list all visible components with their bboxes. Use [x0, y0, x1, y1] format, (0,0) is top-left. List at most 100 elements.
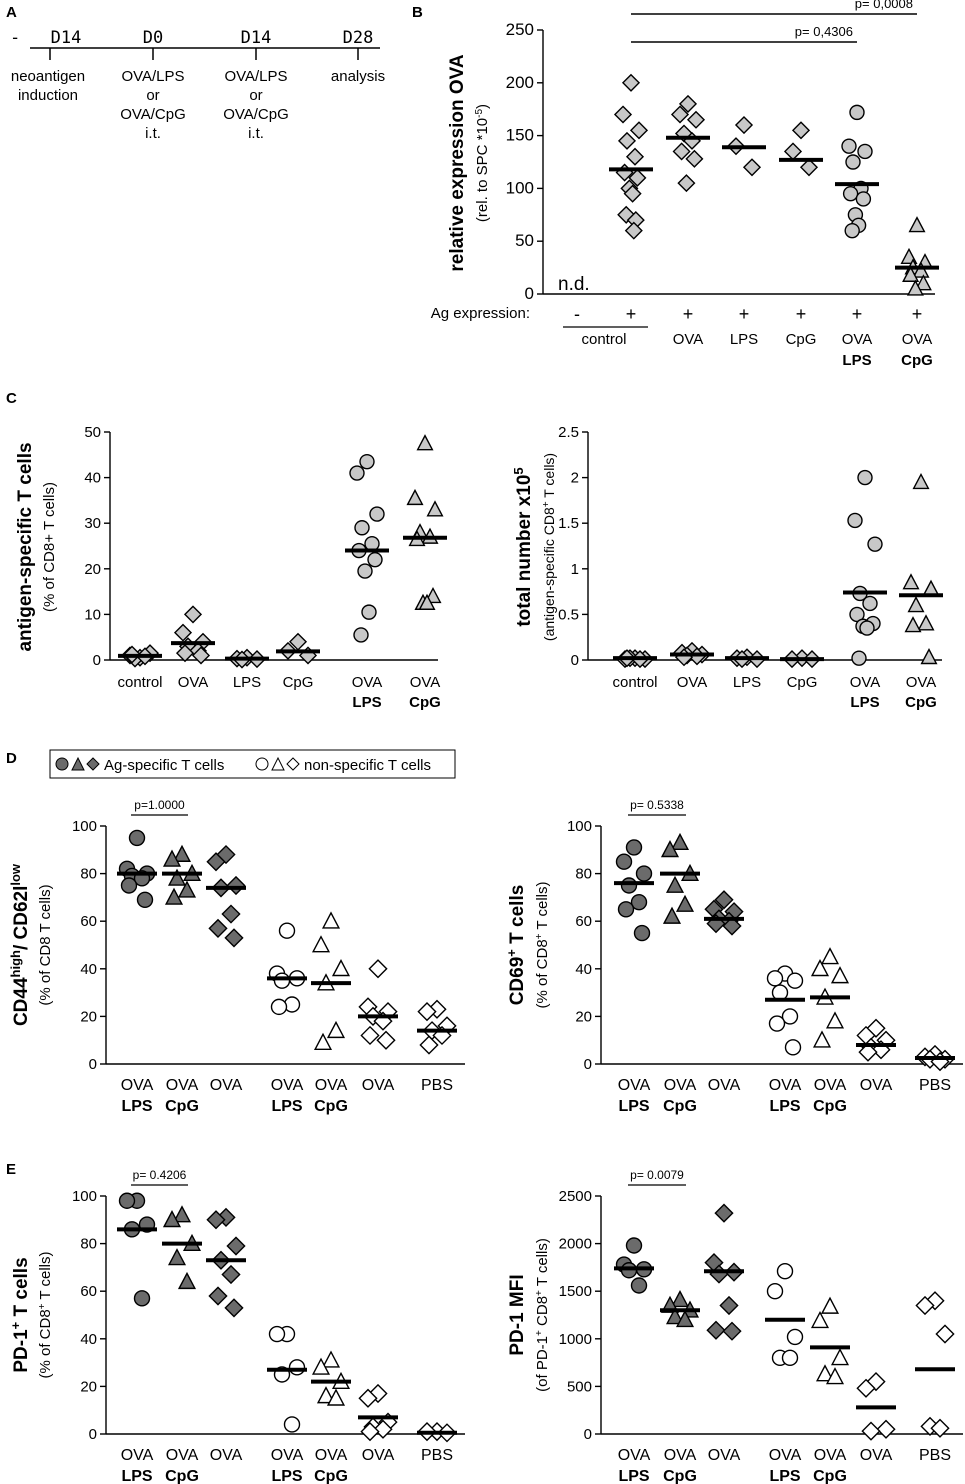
y-tick-label: 40: [84, 470, 101, 487]
ag-sign: +: [739, 304, 750, 324]
data-point: [177, 1271, 197, 1290]
x-label: OVA: [121, 1077, 154, 1094]
data-point: [768, 1015, 786, 1032]
data-point: [321, 911, 341, 929]
data-point: [722, 1321, 742, 1341]
group-3: [780, 649, 824, 669]
y-axis-title: PD-1+ T cells: [8, 1257, 33, 1372]
y-tick-label: 60: [575, 913, 592, 930]
y-tick-label: 150: [506, 126, 534, 145]
y-axis-subtitle-part-1: +: [534, 933, 545, 939]
data-point: [714, 890, 734, 910]
y-axis-title-part-1: +: [8, 1321, 23, 1329]
y-axis-title: PD-1 MFI: [507, 1274, 528, 1355]
y-tick-label: 1: [571, 561, 579, 578]
group-0: [614, 1237, 654, 1294]
y-axis-subtitle-part-0: (% of CD8: [534, 939, 551, 1008]
pvalue-label: p=1.0000: [134, 798, 185, 812]
group-5: [403, 434, 447, 610]
data-point: [776, 1263, 794, 1280]
y-tick-label: 40: [575, 961, 592, 978]
data-point: [630, 893, 648, 911]
data-point: [866, 1372, 886, 1392]
data-point: [283, 1416, 301, 1433]
y-tick-label: 0.5: [558, 606, 579, 623]
y-tick-label: 1000: [559, 1331, 592, 1348]
legend-open-diamond: [286, 757, 300, 771]
data-point: [677, 174, 696, 193]
data-point: [678, 94, 698, 113]
timeline-label-2-line-2: or: [146, 87, 159, 104]
data-point: [164, 887, 184, 905]
data-point: [368, 959, 388, 979]
data-point: [858, 1042, 878, 1062]
y-axis-title-part-1: +: [504, 949, 519, 957]
data-point: [406, 488, 424, 506]
y-axis-subtitle-part-2: CD8: [534, 1296, 551, 1330]
data-point: [617, 131, 637, 150]
x-label: OVA: [210, 1077, 243, 1094]
data-point: [418, 593, 436, 610]
group-0: [117, 1192, 157, 1307]
data-point: [914, 274, 932, 291]
data-point: [118, 1192, 136, 1209]
y-tick-label: 60: [80, 913, 97, 930]
data-point: [845, 154, 861, 170]
pvalue-label: p= 0.5338: [630, 798, 684, 812]
x-label: OVA: [121, 1447, 154, 1464]
x-label: OVA: [362, 1447, 395, 1464]
data-point: [226, 1236, 246, 1256]
y-tick-label: 100: [72, 1188, 97, 1205]
data-point: [633, 924, 651, 942]
panel-letter-e: E: [6, 1161, 16, 1178]
data-point: [635, 865, 653, 882]
data-point: [830, 1348, 850, 1366]
data-point: [133, 1290, 151, 1307]
data-point: [349, 465, 365, 481]
y-tick-label: 2: [571, 470, 579, 487]
y-tick-label: 100: [72, 818, 97, 835]
data-point: [825, 1367, 845, 1385]
panel-letter-a: A: [6, 4, 17, 21]
x-label: OVA: [850, 674, 881, 691]
data-point: [866, 1018, 886, 1038]
x-label: control: [612, 674, 657, 691]
group-4: [810, 1296, 850, 1385]
data-point: [841, 138, 857, 154]
nd-label: n.d.: [558, 274, 590, 295]
data-point: [908, 216, 926, 233]
x-label: OVA: [769, 1447, 802, 1464]
group-2: [725, 648, 769, 669]
x-label-bold: LPS: [121, 1468, 152, 1484]
data-point: [766, 1282, 784, 1300]
y-axis-subtitle-part-1: +: [37, 1303, 48, 1309]
timeline-point-4: D28: [343, 28, 374, 48]
ag-sign: +: [796, 304, 807, 324]
y-axis-subtitle-part-2: ): [474, 104, 491, 109]
x-label: OVA: [673, 331, 704, 348]
panel-letter-c: C: [6, 390, 17, 407]
x-label-bold: CpG: [813, 1468, 847, 1484]
data-point: [876, 1419, 896, 1439]
y-tick-label: 100: [567, 818, 592, 835]
x-label: OVA: [814, 1077, 847, 1094]
x-label: CpG: [786, 331, 817, 348]
data-point: [628, 168, 647, 187]
data-point: [670, 105, 690, 124]
data-point: [675, 894, 695, 912]
data-point: [162, 1210, 182, 1228]
data-point: [662, 906, 682, 924]
data-point: [206, 852, 226, 872]
x-label: LPS: [233, 674, 261, 691]
data-point: [912, 472, 930, 490]
x-label: OVA: [166, 1077, 199, 1094]
y-axis-subtitle: (% of CD8 T cells): [37, 884, 54, 1005]
data-point: [920, 648, 938, 665]
data-point: [358, 1388, 378, 1408]
y-axis-subtitle: (rel. to SPC *10-5): [474, 104, 492, 222]
y-tick-label: 500: [567, 1378, 592, 1395]
x-label-bold: CpG: [314, 1098, 348, 1115]
data-point: [177, 880, 197, 898]
group-5: [835, 104, 879, 239]
y-axis-subtitle-part-0: (rel. to SPC *10: [474, 118, 491, 222]
